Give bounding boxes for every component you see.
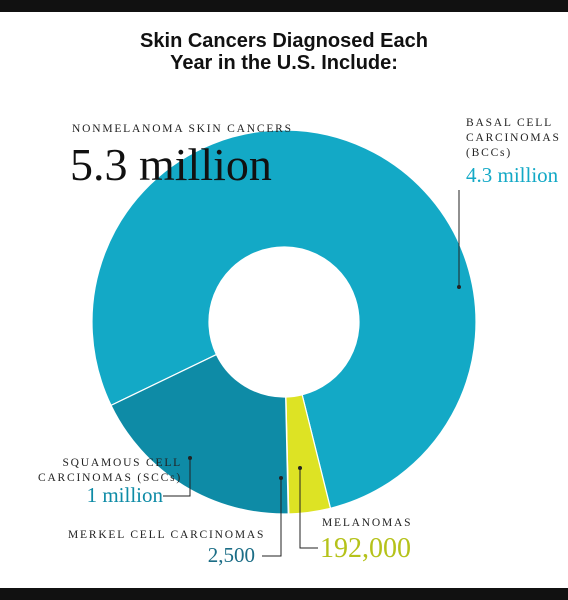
category-label: MERKEL CELL CARCINOMAS xyxy=(68,529,266,541)
chart-title: Skin Cancers Diagnosed Each Year in the … xyxy=(140,30,428,74)
category-label: MELANOMAS xyxy=(322,517,413,529)
annotation-label: NONMELANOMA SKIN CANCERS xyxy=(72,123,293,135)
annotation-value: 5.3 million xyxy=(70,139,272,190)
value-label: 1 million xyxy=(86,483,163,507)
value-label: 2,500 xyxy=(207,543,255,567)
leader-line xyxy=(299,468,318,549)
donut-slice xyxy=(91,129,477,510)
value-label: 192,000 xyxy=(320,533,411,564)
leader-dot xyxy=(188,456,192,460)
value-label: 4.3 million xyxy=(466,163,559,187)
leader-line xyxy=(262,478,282,557)
leader-dot xyxy=(457,285,461,289)
leader-dot xyxy=(279,476,283,480)
bottom-bar xyxy=(0,588,568,600)
donut-slice xyxy=(110,353,289,515)
leader-dot xyxy=(298,466,302,470)
top-bar xyxy=(0,0,568,12)
leader-line xyxy=(163,458,191,497)
category-label: SQUAMOUS CELL CARCINOMAS (SCCs) xyxy=(37,457,182,484)
category-label: BASAL CELL CARCINOMAS (BCCs) xyxy=(466,117,561,159)
